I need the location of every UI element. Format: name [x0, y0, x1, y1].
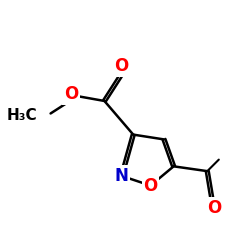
Text: H₃C: H₃C: [6, 108, 37, 123]
Text: N: N: [115, 167, 129, 185]
Text: O: O: [144, 176, 158, 194]
Text: O: O: [207, 199, 221, 217]
Text: O: O: [64, 85, 78, 103]
Text: O: O: [114, 57, 129, 75]
